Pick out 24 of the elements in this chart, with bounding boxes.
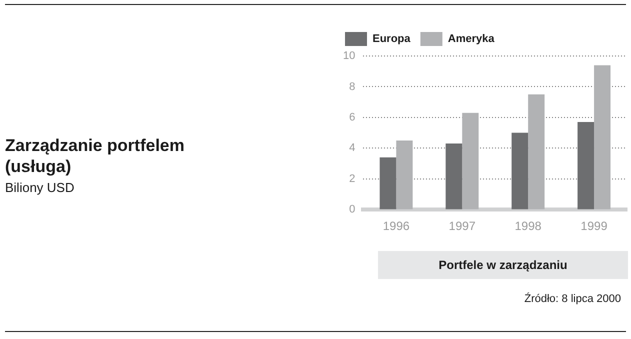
x-tick-label: 1999 [580,219,608,234]
text: Zarządzanie portfelem (usługa) [5,135,186,177]
x-tick-label: 1996 [382,219,410,234]
text: Biliony USD [5,180,74,195]
y-tick-label: 2 [349,172,356,185]
y-tick-label: 8 [349,80,356,93]
text: Źródło: 8 lipca 2000 [524,293,621,305]
bar [446,144,462,210]
legend-label: Ameryka [448,33,496,46]
bar [380,157,396,210]
bar [578,122,594,210]
bar [462,112,479,210]
x-tick-label: 1998 [514,219,542,234]
y-tick-label: 6 [349,111,356,124]
y-tick-label: 10 [342,50,356,62]
y-tick-label: 4 [349,142,356,154]
bar [528,94,545,210]
x-tick-label: 1997 [448,219,476,234]
legend-label: Europa [372,33,412,46]
bar [594,65,611,210]
bar [396,140,413,210]
x-axis-title: Portfele w zarządzaniu [378,251,628,279]
bar [512,132,528,210]
y-tick-label: 0 [349,204,356,216]
